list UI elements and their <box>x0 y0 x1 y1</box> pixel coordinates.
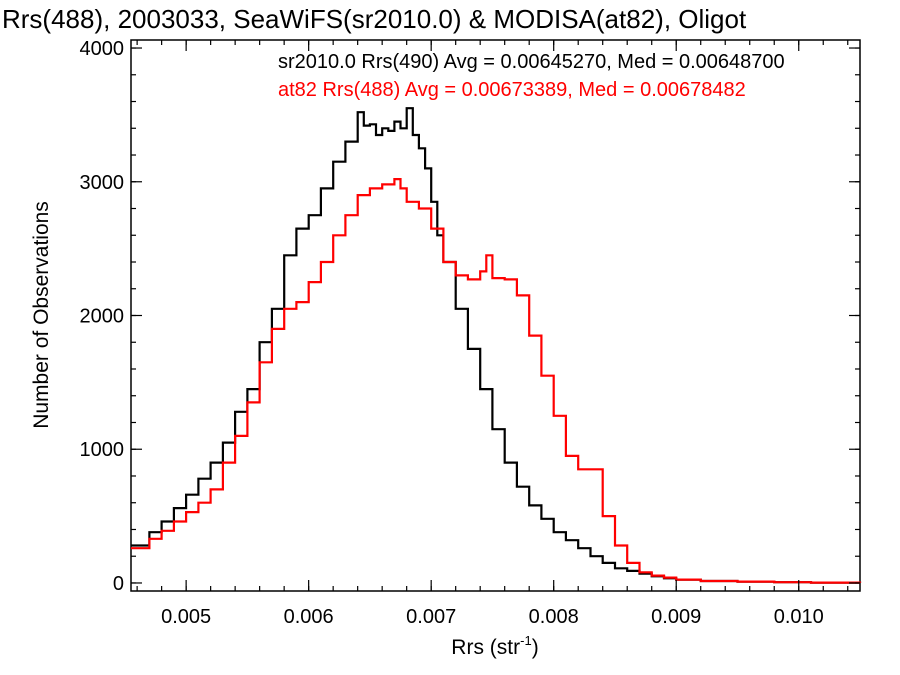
x-axis: 0.005 0.006 0.007 0.008 0.009 0.010 <box>136 40 849 628</box>
series-1-line <box>131 107 862 584</box>
legend-series-1: sr2010.0 Rrs(490) Avg = 0.00645270, Med … <box>278 51 785 73</box>
x-axis-label-main: Rrs (str <box>451 636 520 659</box>
legend: sr2010.0 Rrs(490) Avg = 0.00645270, Med … <box>278 51 785 101</box>
x-tick-label: 0.009 <box>651 606 701 628</box>
x-axis-label-close: ) <box>532 636 539 659</box>
legend-series-2: at82 Rrs(488) Avg = 0.00673389, Med = 0.… <box>278 79 746 101</box>
y-axis-label: Number of Observations <box>30 201 53 429</box>
series-layer <box>131 107 862 584</box>
y-tick-label: 4000 <box>80 38 125 60</box>
y-tick-label: 3000 <box>80 172 125 194</box>
x-tick-label: 0.005 <box>161 606 211 628</box>
y-axis: 0 1000 2000 3000 4000 <box>80 38 860 595</box>
x-tick-label: 0.007 <box>406 606 456 628</box>
x-tick-label: 0.010 <box>774 606 824 628</box>
series-2-line <box>131 178 862 584</box>
y-tick-label: 2000 <box>80 306 125 328</box>
x-tick-label: 0.008 <box>529 606 579 628</box>
x-axis-label-superscript: -1 <box>520 633 532 648</box>
x-axis-label: Rrs (str-1) <box>451 633 538 659</box>
y-tick-label: 0 <box>113 573 124 595</box>
plot-frame <box>130 39 861 592</box>
x-tick-label: 0.006 <box>284 606 334 628</box>
chart-title: Rrs(488), 2003033, SeaWiFS(sr2010.0) & M… <box>2 4 747 34</box>
y-tick-label: 1000 <box>80 439 125 461</box>
